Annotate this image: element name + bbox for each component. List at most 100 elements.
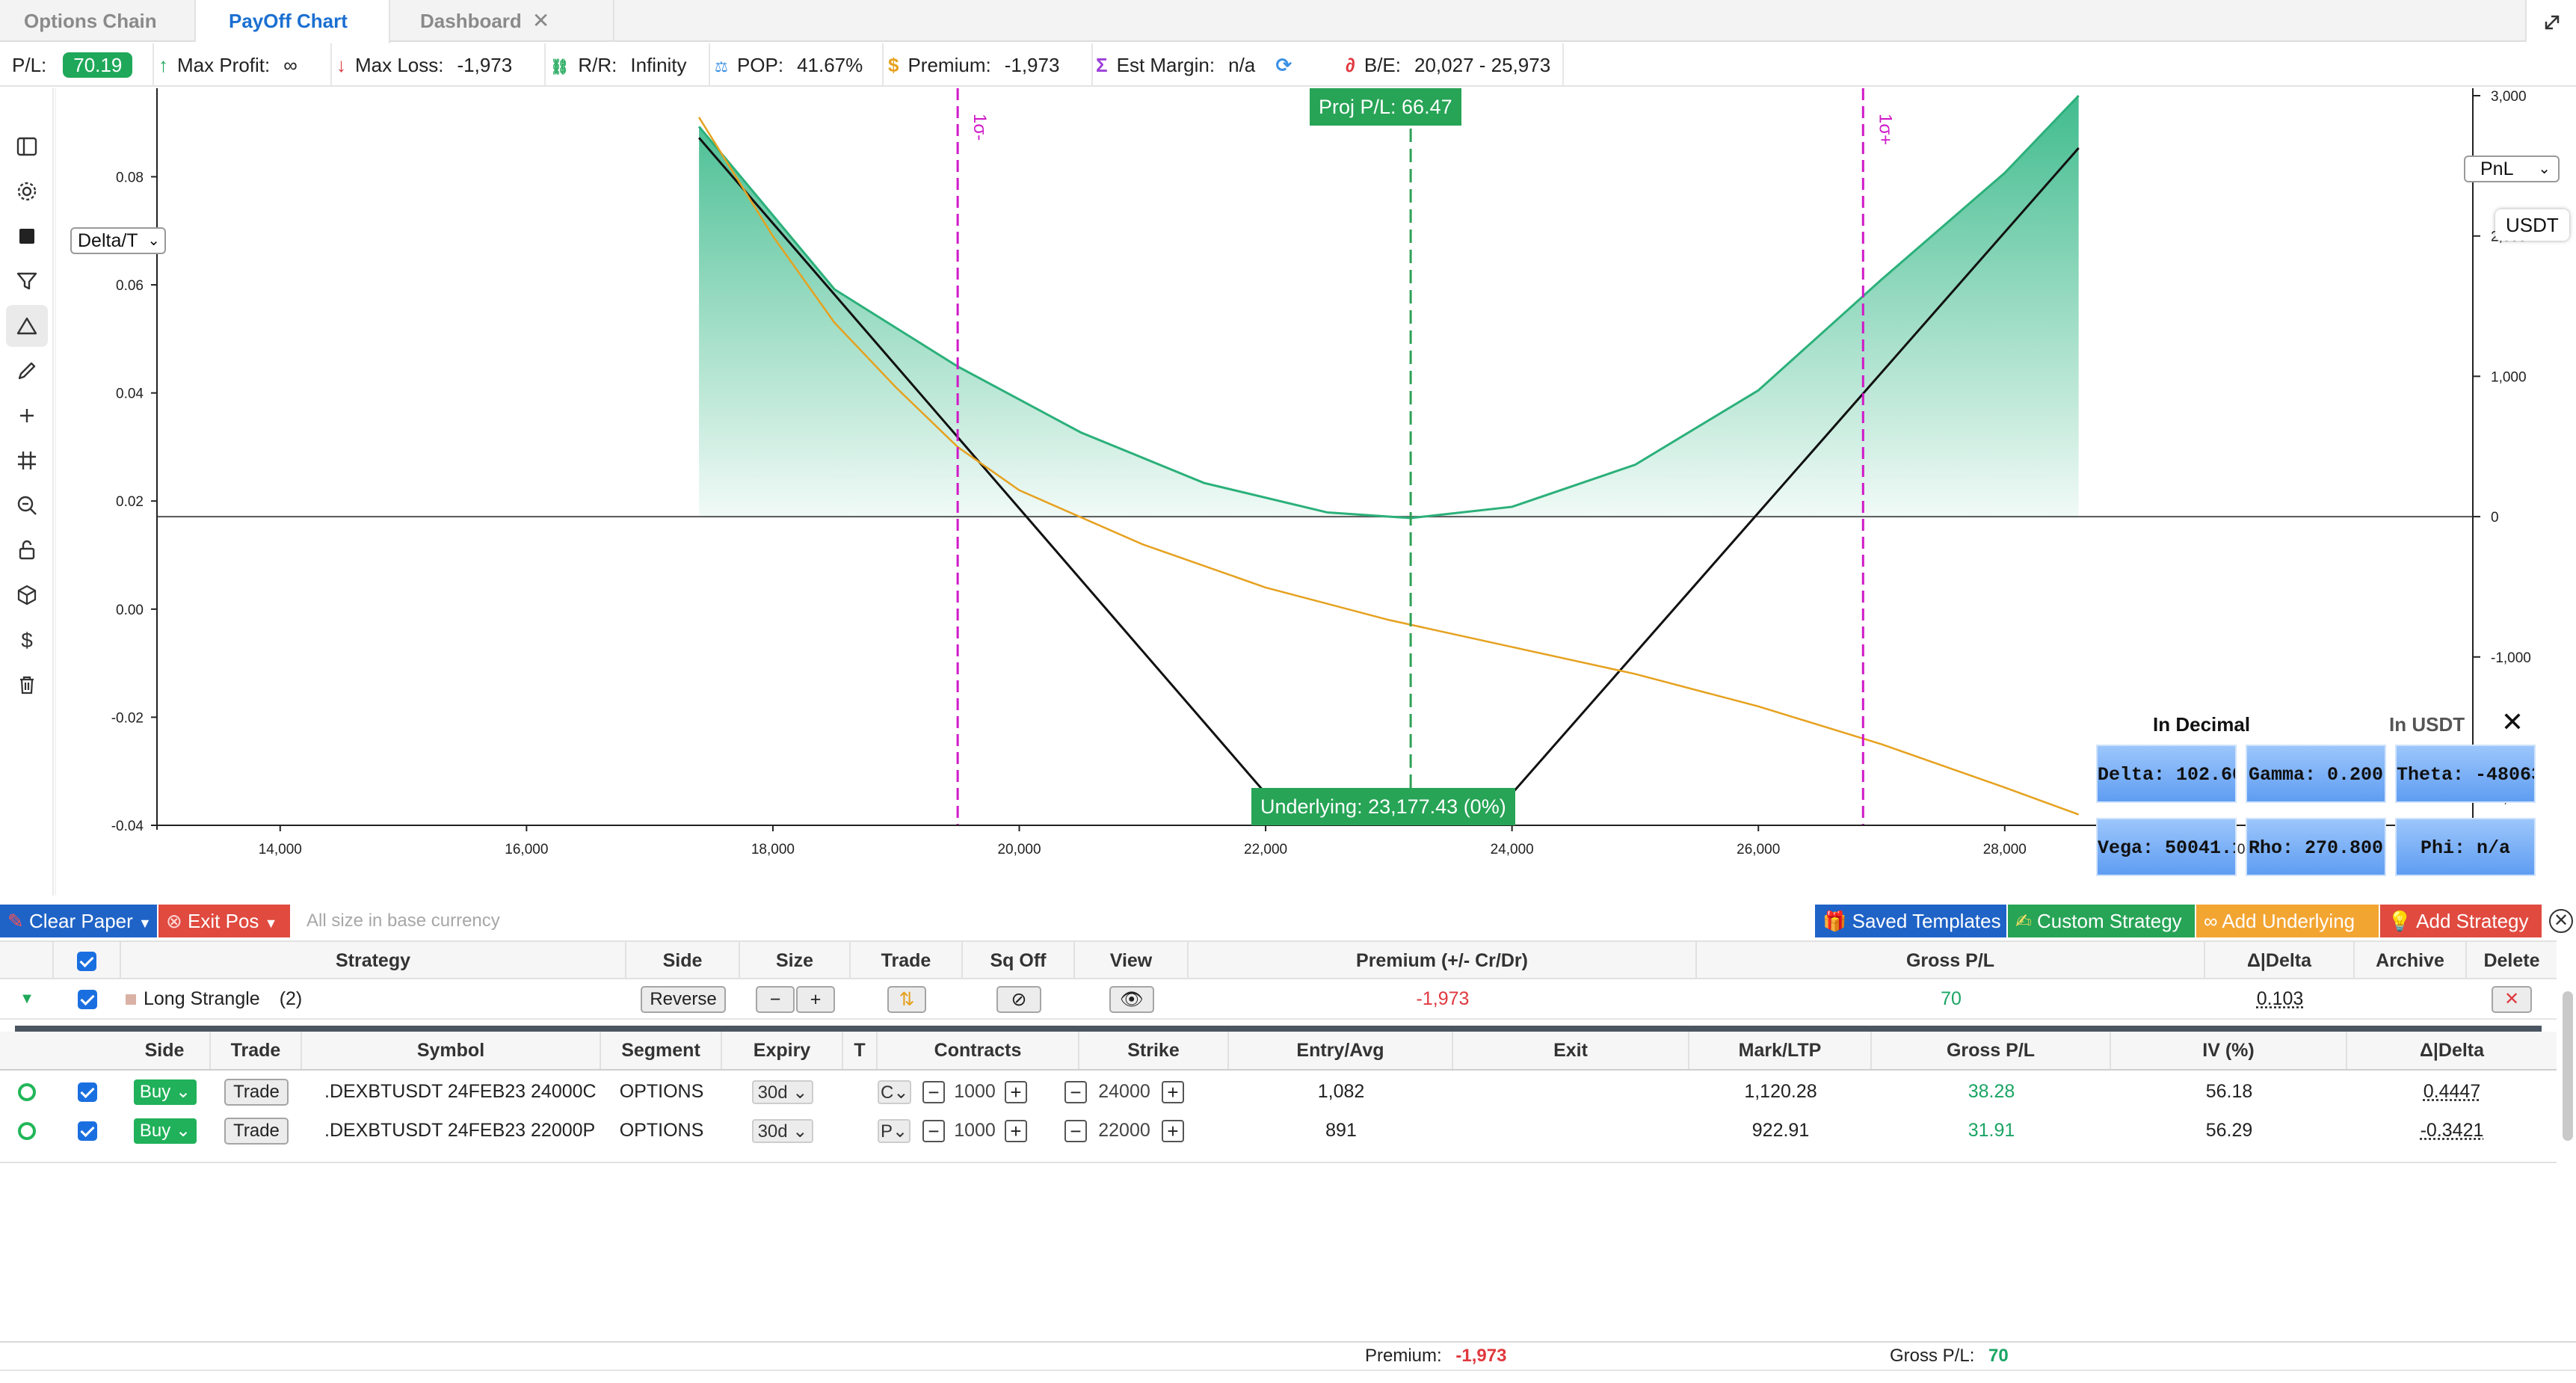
tab-payoff-chart[interactable]: PayOff Chart [196, 0, 390, 43]
refresh-icon[interactable]: ⟳ [1275, 54, 1292, 76]
greek-phi: Phi: n/a [2395, 818, 2536, 876]
leg-contracts-value[interactable]: 1000 [954, 1120, 996, 1141]
strategy-checkbox[interactable] [54, 979, 121, 1018]
header-cell: Symbol [302, 1032, 601, 1069]
plus-icon[interactable]: + [1162, 1081, 1184, 1104]
size-stepper[interactable]: − + [740, 979, 851, 1018]
leg-checkbox[interactable] [54, 1072, 121, 1111]
sidebar-toggle-icon[interactable] [6, 126, 48, 167]
leg-strike-stepper[interactable]: −22000 + [1064, 1111, 1196, 1150]
tab-options-chain[interactable]: Options Chain [0, 0, 196, 42]
plus-icon[interactable]: + [1005, 1081, 1027, 1104]
leg-expiry-label: 30d [757, 1121, 788, 1142]
greek-value: Rho: 270.800 [2248, 837, 2384, 859]
leg-exit [1453, 1072, 1689, 1111]
table-scrollbar[interactable] [2563, 991, 2573, 1141]
clear-paper-button[interactable]: ✎ Clear Paper ▼ [0, 905, 157, 937]
trade-button[interactable]: ⇅ [851, 979, 963, 1018]
cube-icon[interactable] [6, 574, 48, 616]
leg-expiry-dropdown[interactable]: 30d ⌄ [722, 1111, 843, 1150]
leg-contracts-stepper[interactable]: −1000 + [922, 1111, 1047, 1150]
close-icon[interactable]: ✕ [2500, 706, 2524, 737]
leg-trade-button[interactable]: Trade [211, 1111, 302, 1150]
leg-type-dropdown[interactable]: P⌄ [878, 1111, 919, 1150]
zoom-out-icon[interactable] [6, 484, 48, 526]
leg-side-dropdown[interactable]: Buy ⌄ [120, 1072, 211, 1111]
stat-label: B/E: [1364, 54, 1401, 76]
button-label: Trade [224, 1118, 289, 1145]
custom-strategy-button[interactable]: ✍ Custom Strategy [2008, 905, 2195, 937]
sigma-icon: Σ [1096, 54, 1108, 76]
minus-icon[interactable]: − [922, 1081, 945, 1104]
strategy-premium: -1,973 [1416, 988, 1470, 1009]
plus-icon[interactable]: + [1005, 1120, 1027, 1143]
dollar-tool-icon[interactable]: $ [6, 619, 48, 661]
leg-checkbox[interactable] [54, 1111, 121, 1150]
square-off-button[interactable]: ⊘ [963, 979, 1075, 1018]
grid-icon[interactable] [6, 440, 48, 481]
view-button[interactable]: 👁 [1075, 979, 1189, 1018]
header-cell: Side [120, 1032, 211, 1069]
minus-icon[interactable]: − [1064, 1120, 1087, 1143]
leg-expiry-dropdown[interactable]: 30d ⌄ [722, 1072, 843, 1111]
add-underlying-button[interactable]: ∞ Add Underlying [2196, 905, 2379, 937]
leg-strike-value[interactable]: 24000 [1098, 1081, 1150, 1102]
expand-row-icon[interactable]: ▼ [19, 991, 34, 1007]
greeks-tab-decimal[interactable]: In Decimal [2153, 713, 2251, 736]
header-cell: Trade [211, 1032, 302, 1069]
header-cell: Strategy [121, 942, 626, 979]
delete-strategy-button[interactable]: ✕ [2467, 979, 2557, 1018]
leg-strike-value[interactable]: 22000 [1098, 1120, 1150, 1141]
chevron-down-icon: ⌄ [792, 1082, 808, 1103]
close-panel-icon[interactable]: ✕ [2549, 909, 2573, 933]
greeks-tab-usdt[interactable]: In USDT [2389, 713, 2465, 736]
plus-icon[interactable]: + [796, 986, 835, 1014]
leg-trade-button[interactable]: Trade [211, 1072, 302, 1111]
pnl-select[interactable]: PnL ⌄ [2464, 155, 2560, 182]
strategy-name-label: Long Strangle [144, 988, 260, 1009]
filter-icon[interactable] [6, 260, 48, 302]
greek-value: Theta: -48063.50 [2397, 764, 2534, 786]
strategy-table: Strategy Side Size Trade Sq Off View Pre… [0, 940, 2557, 1359]
x-tick-label: 22,000 [1244, 842, 1287, 857]
table-divider [0, 1162, 2557, 1163]
button-label: Reverse [641, 986, 726, 1014]
delta-select[interactable]: Delta/T ⌄ [70, 227, 166, 254]
leg-contracts-stepper[interactable]: −1000 + [922, 1072, 1047, 1111]
select-all-checkbox[interactable] [54, 942, 121, 979]
leg-type-dropdown[interactable]: C⌄ [878, 1072, 919, 1111]
leg-strike-stepper[interactable]: −24000 + [1064, 1072, 1196, 1111]
minus-icon[interactable]: − [1064, 1081, 1087, 1104]
crosshair-icon[interactable] [6, 395, 48, 437]
tab-dashboard[interactable]: Dashboard ✕ [390, 0, 614, 42]
triangle-shape-icon[interactable] [6, 305, 48, 347]
leg-contracts-value[interactable]: 1000 [954, 1081, 996, 1102]
pl-badge: 70.19 [63, 52, 133, 78]
leg-side-dropdown[interactable]: Buy ⌄ [120, 1111, 211, 1150]
projected-pl-area [699, 96, 2079, 518]
size-hint: All size in base currency [306, 911, 500, 931]
expand-icon[interactable] [2525, 0, 2576, 42]
leg-symbol: .DEXBTUSDT 24FEB23 24000C [324, 1081, 597, 1102]
pencil-icon[interactable] [6, 350, 48, 392]
payoff-chart[interactable]: 1σ- 1σ+ 14,000 16,000 18,000 20,000 22,000 24,… [55, 88, 2576, 896]
minus-icon[interactable]: − [922, 1120, 945, 1143]
settings-icon[interactable] [6, 170, 48, 212]
color-fill-icon[interactable] [6, 215, 48, 257]
minus-icon[interactable]: − [756, 986, 795, 1014]
x-tick-label: 24,000 [1491, 842, 1534, 857]
stat-label: Est Margin: [1116, 54, 1215, 76]
lock-icon[interactable] [6, 529, 48, 571]
saved-templates-button[interactable]: 🎁 Saved Templates [1815, 905, 2006, 937]
footer-gross-pl: Gross P/L: 70 [1890, 1343, 2009, 1370]
greek-delta: Delta: 102.600 [2096, 745, 2237, 803]
strategy-delta: 0.103 [2256, 988, 2304, 1009]
plus-icon[interactable]: + [1162, 1120, 1184, 1143]
svg-text:$: $ [21, 629, 33, 652]
add-strategy-button[interactable]: 💡 Add Strategy [2380, 905, 2542, 937]
exit-pos-button[interactable]: ⊗ Exit Pos ▼ [158, 905, 290, 937]
reverse-button[interactable]: Reverse [626, 979, 740, 1018]
close-tab-icon[interactable]: ✕ [531, 9, 550, 32]
trash-icon[interactable] [6, 664, 48, 706]
arrow-up-icon: ↑ [158, 54, 168, 76]
